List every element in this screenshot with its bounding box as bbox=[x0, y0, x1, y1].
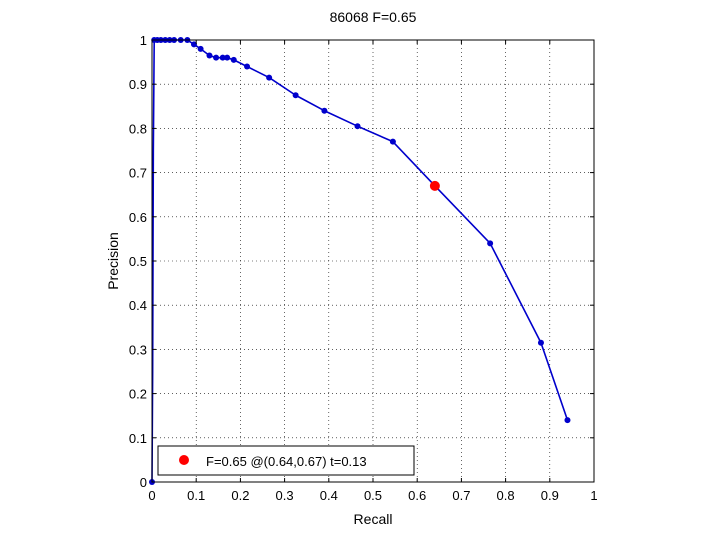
data-point bbox=[219, 54, 226, 61]
x-tick-label: 0.3 bbox=[276, 488, 294, 503]
data-point bbox=[224, 54, 231, 61]
y-tick-label: 0.9 bbox=[129, 77, 147, 92]
x-tick-label: 0.7 bbox=[452, 488, 470, 503]
data-point bbox=[266, 74, 273, 81]
x-tick-label: 0.8 bbox=[497, 488, 515, 503]
y-tick-label: 1 bbox=[140, 33, 147, 48]
x-tick-label: 0.5 bbox=[364, 488, 382, 503]
x-tick-label: 0.1 bbox=[187, 488, 205, 503]
grid-lines bbox=[152, 40, 594, 482]
y-tick-label: 0.5 bbox=[129, 254, 147, 269]
best-f-point bbox=[429, 180, 440, 191]
y-axis-label: Precision bbox=[105, 232, 121, 290]
data-point bbox=[213, 54, 220, 61]
x-axis-label: Recall bbox=[354, 511, 393, 527]
x-tick-label: 0.2 bbox=[231, 488, 249, 503]
legend-marker bbox=[179, 455, 189, 465]
chart-title: 86068 F=0.65 bbox=[330, 9, 417, 25]
legend-box bbox=[157, 445, 415, 476]
y-tick-label: 0.8 bbox=[129, 121, 147, 136]
data-point bbox=[321, 107, 328, 114]
x-tick-label: 0 bbox=[148, 488, 155, 503]
data-point bbox=[487, 240, 494, 247]
data-point bbox=[564, 417, 571, 424]
x-tick-label: 0.4 bbox=[320, 488, 338, 503]
data-point bbox=[292, 92, 299, 99]
data-point bbox=[537, 339, 544, 346]
data-point bbox=[389, 138, 396, 145]
x-tick-label: 1 bbox=[590, 488, 597, 503]
y-tick-label: 0.2 bbox=[129, 387, 147, 402]
y-tick-label: 0.1 bbox=[129, 431, 147, 446]
x-tick-label: 0.9 bbox=[541, 488, 559, 503]
data-point bbox=[354, 123, 361, 130]
x-tick-label: 0.6 bbox=[408, 488, 426, 503]
legend: F=0.65 @(0.64,0.67) t=0.13 bbox=[157, 445, 415, 476]
data-point bbox=[190, 41, 197, 48]
y-tick-label: 0.4 bbox=[129, 298, 147, 313]
data-point bbox=[244, 63, 251, 70]
legend-entry: F=0.65 @(0.64,0.67) t=0.13 bbox=[206, 454, 367, 469]
y-tick-label: 0.7 bbox=[129, 166, 147, 181]
data-point bbox=[206, 52, 213, 59]
data-point bbox=[230, 56, 237, 63]
y-tick-label: 0.3 bbox=[129, 342, 147, 357]
y-tick-label: 0.6 bbox=[129, 210, 147, 225]
data-point bbox=[197, 45, 204, 52]
y-tick-label: 0 bbox=[140, 475, 147, 490]
tick-group: 0 0.1 0.2 0.3 0.4 0.5 0.6 0.7 0.8 0.9 1 0 0.1 0.2 0.3 0… bbox=[129, 33, 598, 503]
